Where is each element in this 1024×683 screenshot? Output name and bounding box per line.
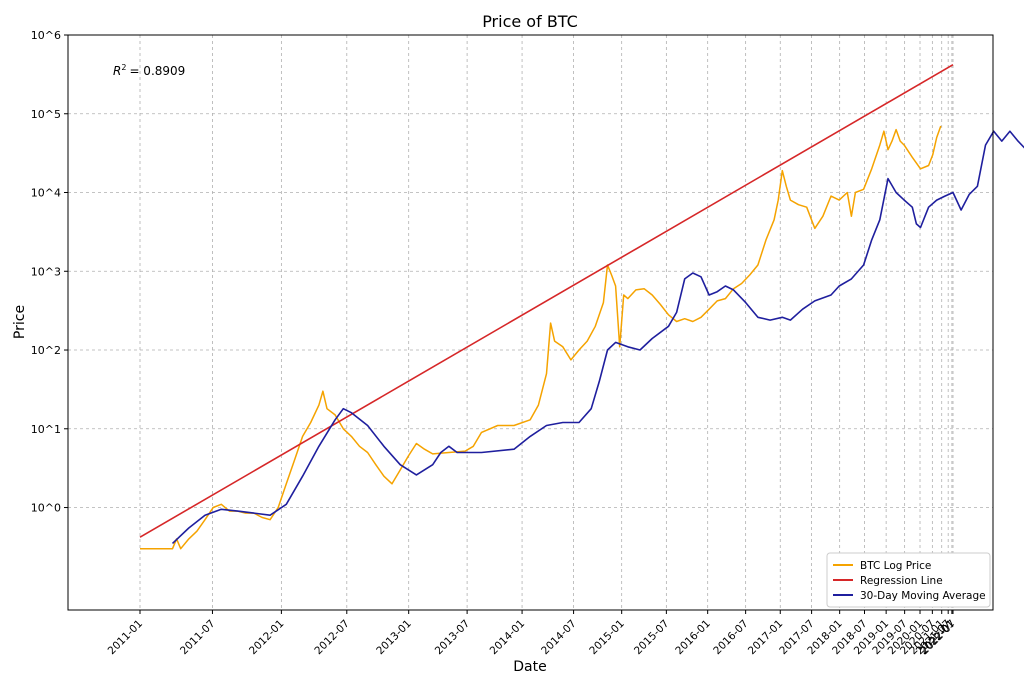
chart-title: Price of BTC — [482, 12, 578, 31]
x-tick-label: 2012-01 — [247, 618, 287, 658]
x-tick-label: 2012-07 — [312, 618, 352, 658]
y-tick-label: 10^6 — [31, 29, 61, 42]
legend-label-moving-average: 30-Day Moving Average — [860, 590, 986, 602]
legend: BTC Log Price Regression Line 30-Day Mov… — [827, 553, 990, 607]
x-axis-ticks: 2011-01 2011-07 2012-01 2012-07 2013-01 2013-… — [106, 610, 959, 657]
x-tick-label: 2015-07 — [632, 618, 672, 658]
r-squared-symbol: R — [113, 64, 121, 78]
x-tick-label: 2014-01 — [488, 618, 528, 658]
y-tick-label: 10^5 — [31, 108, 61, 121]
x-tick-label: 2016-07 — [711, 618, 751, 658]
x-tick-label: 2011-07 — [178, 618, 218, 658]
legend-label-btc-price: BTC Log Price — [860, 560, 931, 572]
legend-label-regression: Regression Line — [860, 575, 943, 587]
series-line-moving-average — [173, 131, 1024, 543]
y-axis-ticks: 10^0 10^1 10^2 10^3 10^4 10^5 10^6 — [31, 29, 68, 515]
x-axis-label: Date — [513, 659, 546, 675]
r-squared-superscript: 2 — [121, 63, 126, 72]
y-tick-label: 10^2 — [31, 344, 61, 357]
y-axis-label: Price — [12, 305, 28, 339]
r-squared-annotation: R2= 0.8909 — [113, 63, 185, 78]
x-tick-label: 2014-07 — [539, 618, 579, 658]
y-tick-label: 10^0 — [31, 502, 61, 515]
series-line-regression-line — [140, 65, 953, 538]
y-tick-label: 10^1 — [31, 423, 61, 436]
y-tick-label: 10^3 — [31, 265, 61, 278]
r-squared-value: = 0.8909 — [129, 64, 185, 78]
x-tick-label: 2011-01 — [106, 618, 146, 658]
x-tick-label: 2016-01 — [673, 618, 713, 658]
series-layer — [140, 65, 1024, 549]
x-tick-label: 2013-01 — [374, 618, 414, 658]
series-line-btc-log-price — [140, 126, 941, 549]
x-tick-label: 2015-01 — [587, 618, 627, 658]
y-tick-label: 10^4 — [31, 187, 61, 200]
x-tick-label: 2013-07 — [433, 618, 473, 658]
